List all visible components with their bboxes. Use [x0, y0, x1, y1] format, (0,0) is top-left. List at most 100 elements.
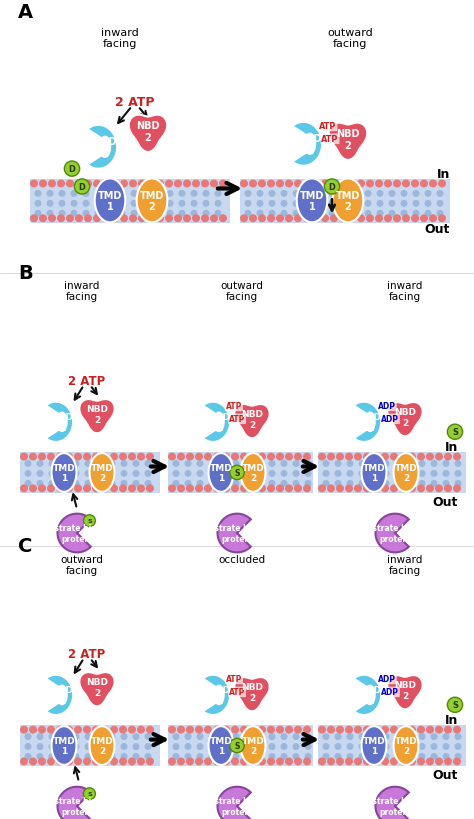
Circle shape — [230, 739, 244, 753]
Text: ATP: ATP — [226, 675, 242, 684]
Ellipse shape — [209, 726, 234, 765]
Circle shape — [358, 480, 365, 487]
Circle shape — [147, 215, 155, 223]
Circle shape — [110, 758, 118, 766]
Circle shape — [408, 758, 416, 766]
Circle shape — [303, 180, 311, 188]
Circle shape — [46, 210, 54, 218]
Circle shape — [48, 215, 56, 223]
Text: ATP: ATP — [229, 415, 245, 423]
Circle shape — [102, 180, 110, 188]
Circle shape — [258, 726, 266, 734]
Circle shape — [256, 191, 264, 197]
Circle shape — [128, 485, 136, 493]
Circle shape — [209, 743, 216, 750]
Circle shape — [30, 215, 38, 223]
Text: outward
facing: outward facing — [327, 28, 373, 49]
Polygon shape — [46, 675, 73, 715]
Text: TMD
2: TMD 2 — [140, 190, 164, 212]
Text: TMD
1: TMD 1 — [363, 464, 385, 482]
Circle shape — [97, 743, 103, 750]
Circle shape — [372, 726, 380, 734]
Circle shape — [101, 453, 109, 461]
Circle shape — [340, 201, 347, 207]
Text: TMD
1: TMD 1 — [300, 190, 324, 212]
Ellipse shape — [393, 726, 419, 765]
Circle shape — [202, 201, 210, 207]
Circle shape — [268, 470, 275, 477]
Text: In: In — [437, 168, 450, 181]
Text: NBD
2: NBD 2 — [86, 677, 108, 697]
Circle shape — [339, 180, 347, 188]
Circle shape — [56, 453, 64, 461]
Circle shape — [281, 753, 288, 760]
Polygon shape — [218, 514, 251, 553]
Circle shape — [335, 460, 341, 468]
Circle shape — [245, 480, 252, 487]
Circle shape — [322, 743, 329, 750]
Circle shape — [145, 480, 152, 487]
Circle shape — [453, 453, 461, 461]
Circle shape — [65, 453, 73, 461]
Circle shape — [455, 460, 462, 468]
Ellipse shape — [393, 454, 419, 492]
Text: TMD
1: TMD 1 — [363, 736, 385, 755]
Circle shape — [220, 743, 228, 750]
Circle shape — [346, 470, 354, 477]
Text: In: In — [445, 713, 458, 726]
Circle shape — [249, 215, 257, 223]
Circle shape — [48, 460, 55, 468]
Circle shape — [417, 485, 425, 493]
Circle shape — [358, 460, 365, 468]
Circle shape — [97, 733, 103, 740]
Circle shape — [365, 210, 372, 218]
Circle shape — [58, 210, 65, 218]
Circle shape — [92, 453, 100, 461]
Circle shape — [322, 470, 329, 477]
Circle shape — [197, 480, 203, 487]
Circle shape — [345, 485, 353, 493]
Circle shape — [92, 485, 100, 493]
Polygon shape — [329, 124, 367, 161]
Circle shape — [430, 743, 438, 750]
Circle shape — [71, 201, 78, 207]
Text: 2 ATP: 2 ATP — [68, 647, 106, 660]
Circle shape — [256, 733, 264, 740]
Circle shape — [36, 470, 44, 477]
Text: C: C — [18, 536, 32, 555]
Circle shape — [426, 453, 434, 461]
Circle shape — [168, 758, 176, 766]
Circle shape — [294, 215, 302, 223]
Circle shape — [202, 210, 210, 218]
Circle shape — [267, 758, 275, 766]
Ellipse shape — [90, 726, 115, 765]
Circle shape — [394, 743, 401, 750]
Circle shape — [220, 460, 228, 468]
Circle shape — [186, 485, 194, 493]
Bar — [168, 452, 313, 494]
Circle shape — [412, 191, 419, 197]
Circle shape — [210, 215, 218, 223]
Circle shape — [48, 743, 55, 750]
Circle shape — [366, 180, 374, 188]
Circle shape — [292, 201, 300, 207]
Circle shape — [258, 215, 266, 223]
Circle shape — [240, 453, 248, 461]
Text: substrate binding
protein: substrate binding protein — [199, 523, 275, 543]
Circle shape — [340, 191, 347, 197]
Circle shape — [110, 453, 118, 461]
Text: inward
facing: inward facing — [387, 554, 423, 576]
Circle shape — [407, 480, 413, 487]
Text: substrate binding
protein: substrate binding protein — [356, 796, 433, 816]
Circle shape — [335, 753, 341, 760]
Circle shape — [233, 743, 239, 750]
Text: ADP: ADP — [381, 688, 399, 696]
Circle shape — [56, 758, 64, 766]
Circle shape — [66, 215, 74, 223]
Circle shape — [294, 180, 302, 188]
Circle shape — [173, 733, 180, 740]
Circle shape — [183, 215, 191, 223]
Circle shape — [120, 470, 128, 477]
Circle shape — [94, 191, 101, 197]
Circle shape — [165, 180, 173, 188]
